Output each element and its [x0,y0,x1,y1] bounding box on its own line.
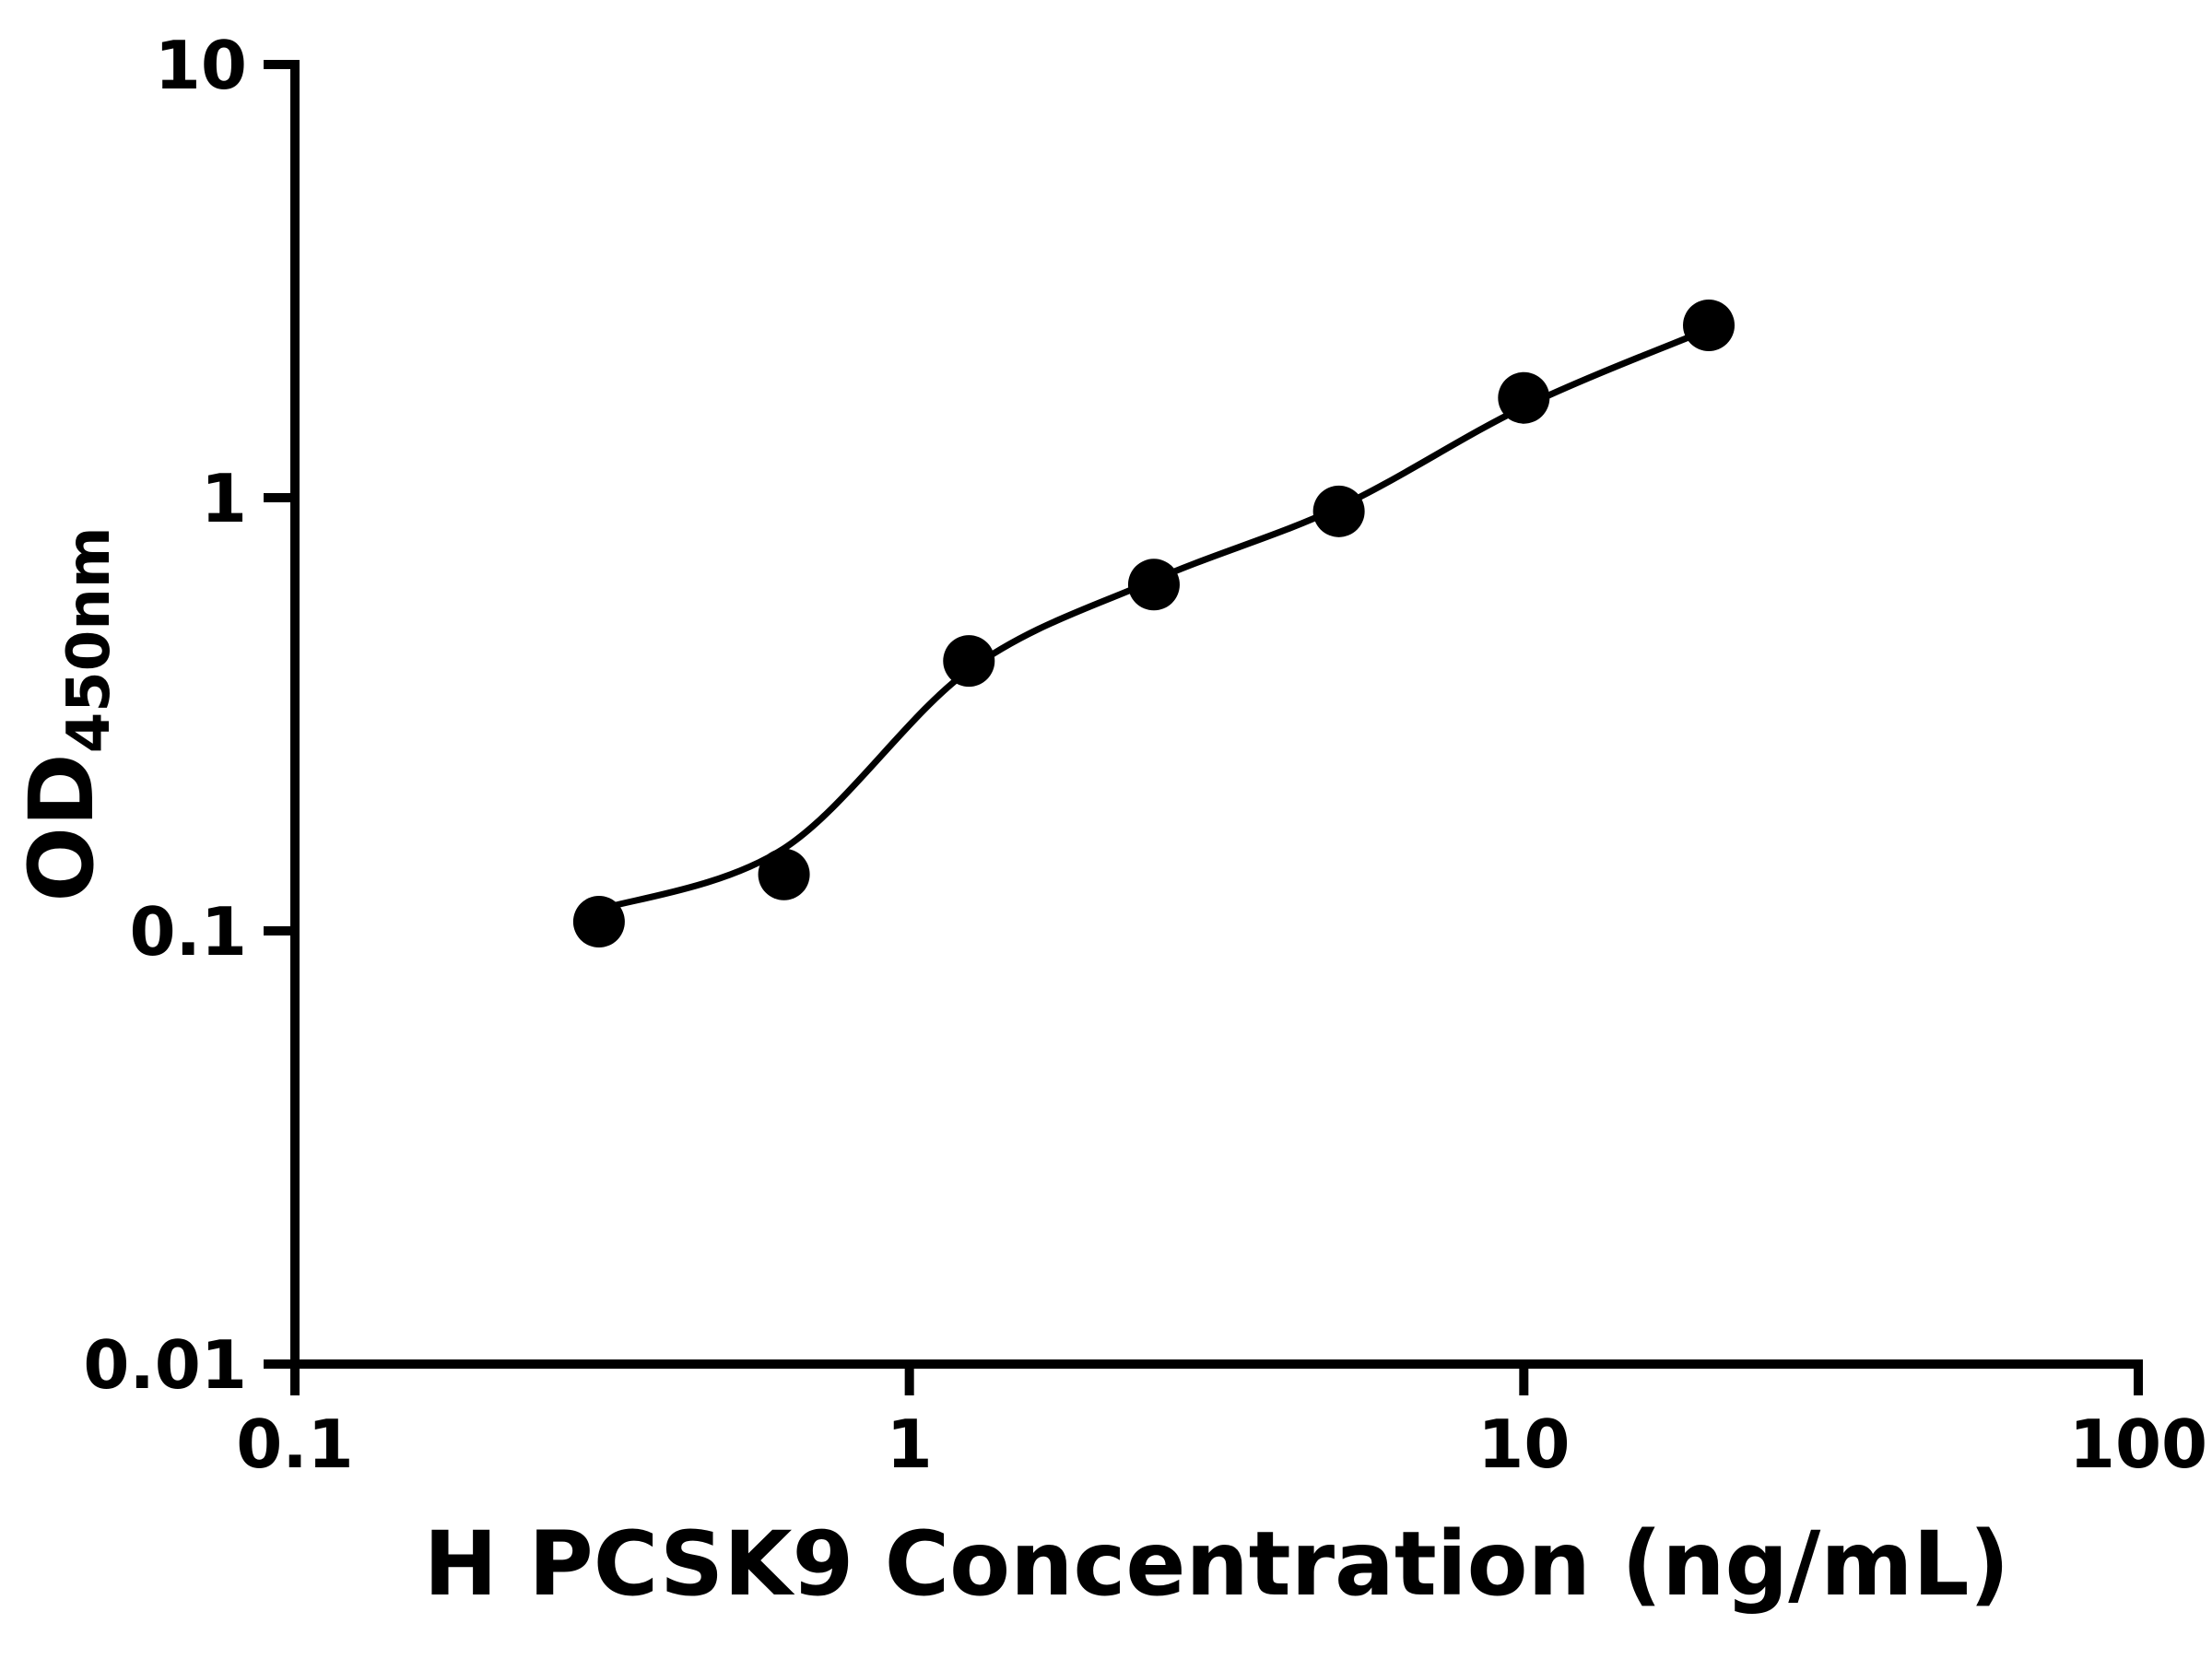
y-tick-label: 1 [201,460,247,537]
data-point-marker [943,635,995,688]
data-point-marker [1312,485,1365,537]
x-tick-label: 1 [887,1406,933,1483]
y-tick-label: 10 [155,27,247,104]
y-axis-title-main: OD [10,753,113,901]
y-tick-label: 0.01 [83,1326,247,1404]
x-tick-label: 10 [1477,1406,1570,1483]
fit-curve-line [595,325,1712,913]
data-point-marker [1683,299,1735,351]
x-axis-title: H PCSK9 Concentration (ng/mL) [424,1512,2010,1616]
x-tick-label: 0.1 [236,1406,354,1483]
axis-spines [290,60,2143,1369]
y-tick-label: 0.1 [129,893,247,971]
data-point-marker [758,848,810,900]
y-axis-title: OD450nm [10,526,124,901]
series-layer [572,299,1735,948]
x-tick-label: 100 [2069,1406,2207,1483]
axes-layer [290,60,2143,1369]
y-axis-title-subscript: 450nm [55,526,124,753]
